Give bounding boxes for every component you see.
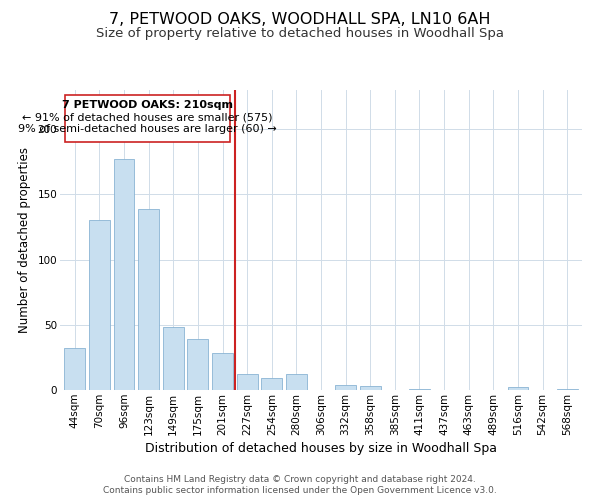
Bar xyxy=(138,208,159,390)
Bar xyxy=(557,388,578,390)
Bar xyxy=(64,348,85,390)
Bar xyxy=(508,388,529,390)
FancyBboxPatch shape xyxy=(65,95,230,142)
Text: 7, PETWOOD OAKS, WOODHALL SPA, LN10 6AH: 7, PETWOOD OAKS, WOODHALL SPA, LN10 6AH xyxy=(109,12,491,28)
Text: Size of property relative to detached houses in Woodhall Spa: Size of property relative to detached ho… xyxy=(96,28,504,40)
Bar xyxy=(187,339,208,390)
Bar xyxy=(360,386,381,390)
Text: ← 91% of detached houses are smaller (575): ← 91% of detached houses are smaller (57… xyxy=(22,112,272,122)
Y-axis label: Number of detached properties: Number of detached properties xyxy=(17,147,31,333)
Bar xyxy=(89,220,110,390)
X-axis label: Distribution of detached houses by size in Woodhall Spa: Distribution of detached houses by size … xyxy=(145,442,497,455)
Text: Contains HM Land Registry data © Crown copyright and database right 2024.: Contains HM Land Registry data © Crown c… xyxy=(124,475,476,484)
Bar xyxy=(261,378,282,390)
Bar xyxy=(409,388,430,390)
Bar xyxy=(212,354,233,390)
Bar xyxy=(113,159,134,390)
Bar xyxy=(286,374,307,390)
Text: 9% of semi-detached houses are larger (60) →: 9% of semi-detached houses are larger (6… xyxy=(18,124,277,134)
Text: Contains public sector information licensed under the Open Government Licence v3: Contains public sector information licen… xyxy=(103,486,497,495)
Bar xyxy=(163,328,184,390)
Text: 7 PETWOOD OAKS: 210sqm: 7 PETWOOD OAKS: 210sqm xyxy=(62,100,233,110)
Bar xyxy=(335,385,356,390)
Bar xyxy=(236,374,257,390)
